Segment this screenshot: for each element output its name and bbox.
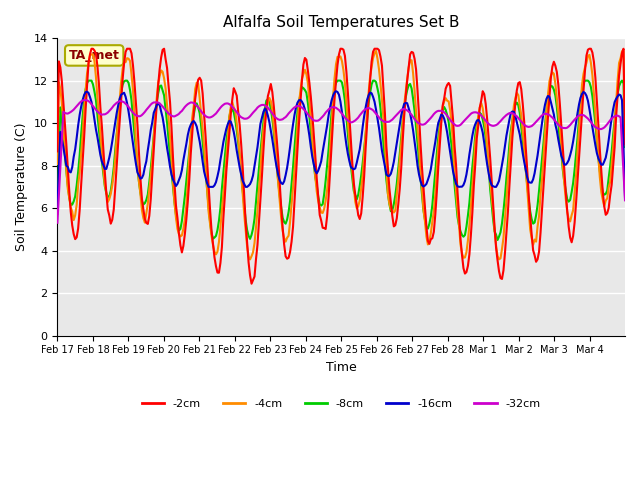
Legend: -2cm, -4cm, -8cm, -16cm, -32cm: -2cm, -4cm, -8cm, -16cm, -32cm bbox=[138, 395, 545, 414]
Y-axis label: Soil Temperature (C): Soil Temperature (C) bbox=[15, 122, 28, 251]
Text: TA_met: TA_met bbox=[68, 49, 120, 62]
X-axis label: Time: Time bbox=[326, 361, 356, 374]
Title: Alfalfa Soil Temperatures Set B: Alfalfa Soil Temperatures Set B bbox=[223, 15, 460, 30]
